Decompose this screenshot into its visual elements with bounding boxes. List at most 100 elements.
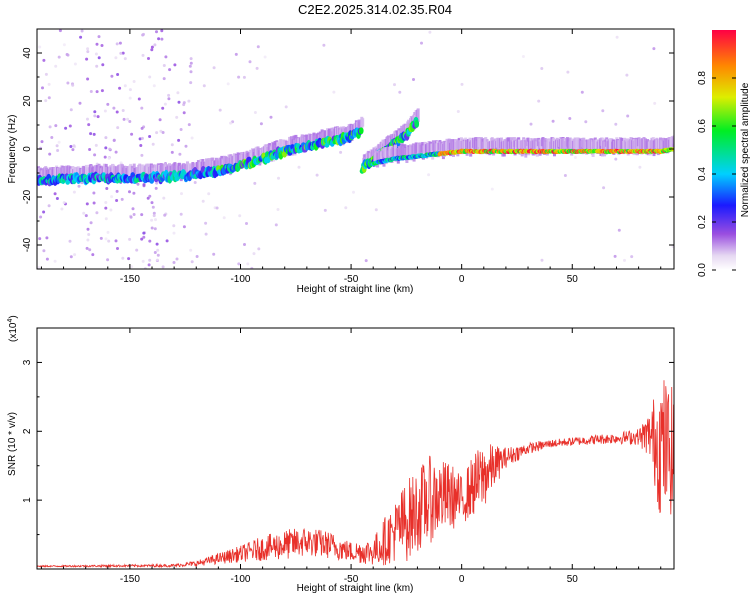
noise-speckle — [118, 41, 122, 45]
noise-speckle — [456, 110, 460, 113]
colorbar: 0.0 0.2 0.4 0.6 0.8 Normalized spectral ampl… — [697, 30, 750, 277]
noise-speckle — [104, 206, 108, 210]
noise-speckle — [62, 201, 66, 205]
trace-core — [414, 119, 420, 128]
noise-speckle — [602, 186, 606, 190]
snr-ylabel: SNR (10 * v/v) — [7, 412, 18, 476]
noise-speckle — [47, 82, 51, 86]
noise-speckle — [77, 184, 81, 188]
noise-speckle — [412, 78, 415, 81]
snr-multiplier: (x104) — [7, 315, 19, 342]
x-tick-label: -50 — [344, 274, 359, 285]
noise-speckle — [234, 52, 238, 56]
noise-speckle — [115, 199, 119, 202]
noise-speckle — [121, 256, 125, 260]
noise-speckle — [92, 191, 96, 195]
x-tick-label: 50 — [567, 274, 579, 285]
noise-speckle — [638, 165, 642, 169]
noise-speckle — [99, 236, 103, 240]
x-tick-label: -100 — [230, 574, 250, 585]
noise-speckle — [204, 221, 208, 225]
noise-speckle — [222, 216, 226, 220]
noise-speckle — [170, 143, 174, 147]
noise-speckle — [41, 86, 44, 90]
noise-speckle — [617, 228, 621, 232]
noise-speckle — [521, 55, 525, 58]
noise-speckle — [601, 109, 605, 113]
noise-speckle — [161, 131, 165, 134]
noise-speckle — [189, 248, 193, 252]
trace-halo — [335, 127, 338, 142]
y-tick-label: 3 — [22, 359, 33, 365]
noise-speckle — [201, 199, 205, 203]
noise-speckle — [537, 99, 541, 103]
noise-speckle — [44, 72, 48, 76]
noise-speckle — [69, 108, 73, 112]
noise-speckle — [89, 132, 93, 136]
noise-speckle — [73, 253, 77, 257]
noise-speckle — [420, 41, 423, 45]
noise-speckle — [44, 99, 48, 103]
noise-speckle — [204, 232, 208, 236]
noise-speckle — [152, 84, 156, 88]
noise-speckle — [652, 47, 656, 51]
noise-speckle — [344, 206, 348, 210]
noise-speckle — [615, 35, 619, 39]
noise-speckle — [138, 137, 142, 141]
noise-speckle — [460, 82, 464, 86]
noise-speckle — [104, 146, 108, 150]
noise-speckle — [563, 174, 567, 177]
trace-halo — [361, 118, 365, 127]
noise-speckle — [80, 29, 84, 33]
noise-speckle — [128, 120, 132, 123]
chart-title: C2E2.2025.314.02.35.R04 — [298, 2, 452, 17]
noise-speckle — [179, 212, 183, 216]
noise-speckle — [653, 101, 657, 105]
y-tick-label: -40 — [22, 237, 33, 252]
x-tick-label: -100 — [230, 274, 250, 285]
colorbar-ticks: 0.0 0.2 0.4 0.6 0.8 — [697, 71, 736, 277]
noise-speckle — [188, 64, 192, 68]
noise-speckle — [142, 32, 145, 36]
noise-speckle — [163, 102, 167, 106]
noise-speckle — [212, 252, 216, 256]
noise-speckle — [82, 211, 86, 215]
noise-speckle — [119, 51, 123, 55]
x-tick-label: 50 — [567, 574, 579, 585]
noise-speckle — [142, 231, 146, 235]
trace-halo — [636, 140, 639, 156]
noise-speckle — [89, 221, 93, 225]
noise-speckle — [153, 227, 157, 231]
colorbar-tick-label: 0.8 — [697, 71, 708, 85]
noise-speckle — [161, 106, 165, 110]
noise-speckle — [135, 248, 139, 252]
noise-speckle — [141, 53, 145, 57]
y-tick-label: 2 — [22, 428, 33, 434]
noise-speckle — [110, 195, 114, 199]
noise-speckle — [64, 126, 68, 130]
noise-speckle — [95, 64, 99, 68]
y-tick-label: 0 — [22, 146, 33, 152]
noise-speckle — [86, 238, 90, 242]
noise-speckle — [71, 83, 75, 87]
noise-speckle — [84, 214, 88, 218]
noise-speckle — [189, 70, 193, 74]
noise-speckle — [129, 215, 133, 219]
noise-speckle — [109, 208, 113, 212]
noise-speckle — [614, 122, 618, 126]
y-tick-label: 40 — [22, 47, 33, 59]
noise-speckle — [150, 201, 154, 205]
noise-speckle — [540, 258, 544, 262]
noise-speckle — [88, 248, 92, 252]
noise-speckle — [248, 60, 252, 64]
y-tick-label: 1 — [22, 497, 33, 503]
noise-speckle — [167, 97, 171, 101]
noise-speckle — [95, 42, 99, 46]
noise-speckle — [167, 93, 171, 97]
noise-speckle — [207, 192, 211, 196]
colorbar-tick-label: 0.0 — [697, 263, 708, 277]
noise-speckle — [140, 136, 144, 140]
noise-speckle — [630, 255, 634, 259]
trace-halo — [255, 148, 259, 163]
snr-frame — [36, 327, 675, 570]
